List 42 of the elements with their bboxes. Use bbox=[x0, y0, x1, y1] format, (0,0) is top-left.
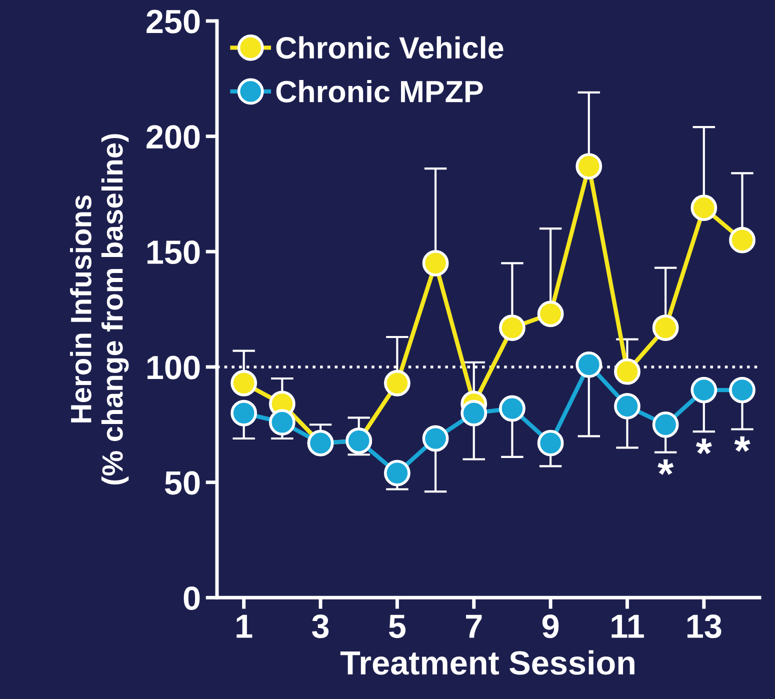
y-tick-label: 100 bbox=[148, 356, 200, 380]
point bbox=[499, 314, 526, 341]
point bbox=[614, 358, 640, 385]
point bbox=[652, 314, 679, 341]
x-tick-label: 9 bbox=[542, 614, 559, 638]
x-tick-label: 1 bbox=[236, 614, 252, 638]
point bbox=[729, 376, 756, 404]
point bbox=[576, 153, 602, 180]
point bbox=[690, 376, 718, 404]
point bbox=[230, 400, 258, 426]
point bbox=[652, 411, 679, 438]
y-tick-label: 0 bbox=[184, 586, 200, 610]
annotation: * bbox=[696, 438, 712, 454]
y-tick-label: 250 bbox=[146, 10, 200, 34]
point bbox=[576, 351, 602, 378]
point bbox=[537, 300, 564, 328]
y-axis-title: Heroin Infusions (% change from baseline) bbox=[70, 134, 129, 484]
y-tick-label: 150 bbox=[148, 240, 200, 264]
point bbox=[268, 409, 296, 436]
point bbox=[422, 250, 449, 276]
legend-label: Chronic Vehicle bbox=[276, 36, 504, 59]
annotation: * bbox=[734, 436, 750, 452]
x-tick-label: 7 bbox=[466, 614, 482, 638]
x-tick-label: 11 bbox=[612, 614, 644, 638]
annotation: * bbox=[658, 459, 674, 475]
x-axis-title: Treatment Session bbox=[340, 650, 634, 675]
y-tick-label: 200 bbox=[146, 125, 200, 149]
x-tick-label: 13 bbox=[687, 614, 722, 638]
x-tick-label: 5 bbox=[388, 614, 406, 638]
point bbox=[384, 370, 410, 396]
point bbox=[729, 226, 756, 254]
point bbox=[384, 460, 410, 486]
point bbox=[690, 194, 718, 222]
x-tick-label: 3 bbox=[312, 614, 329, 638]
point bbox=[460, 400, 488, 426]
point bbox=[422, 425, 449, 452]
legend-label: Chronic MPZP bbox=[276, 80, 483, 102]
point bbox=[230, 370, 258, 396]
point bbox=[499, 395, 526, 422]
point bbox=[614, 392, 640, 420]
point bbox=[537, 430, 564, 456]
y-tick-label: 50 bbox=[164, 471, 200, 495]
